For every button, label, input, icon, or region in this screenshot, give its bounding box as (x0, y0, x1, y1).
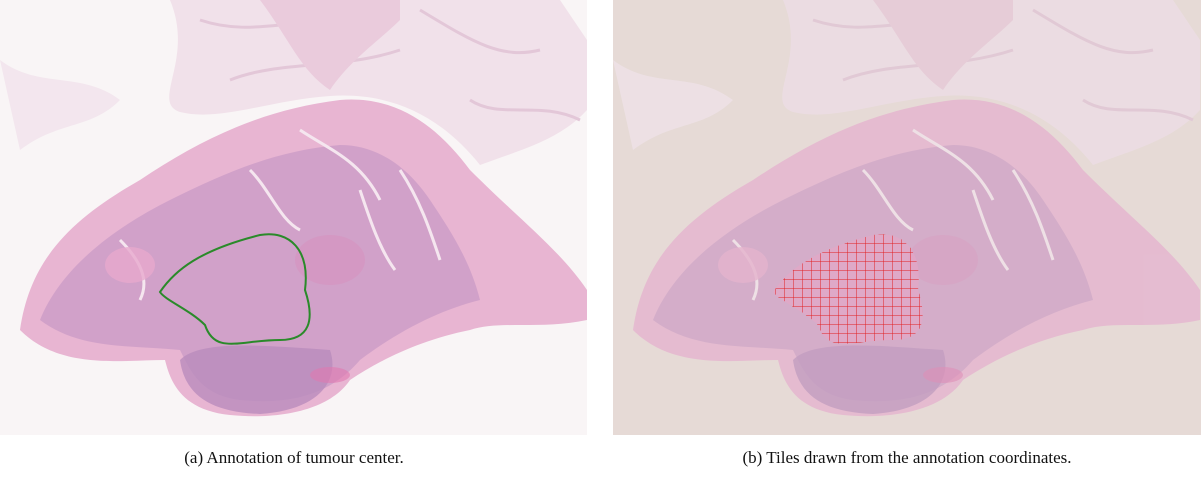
caption-b: (b) Tiles drawn from the annotation coor… (742, 448, 1071, 467)
caption-a: (a) Annotation of tumour center. (184, 448, 404, 467)
figure: (a) Annotation of tumour center. (b) Til… (0, 0, 1201, 479)
page: (a) Annotation of tumour center. (b) Til… (0, 0, 1201, 479)
panel-a-image (0, 0, 587, 435)
panel-b-image (613, 0, 1201, 435)
